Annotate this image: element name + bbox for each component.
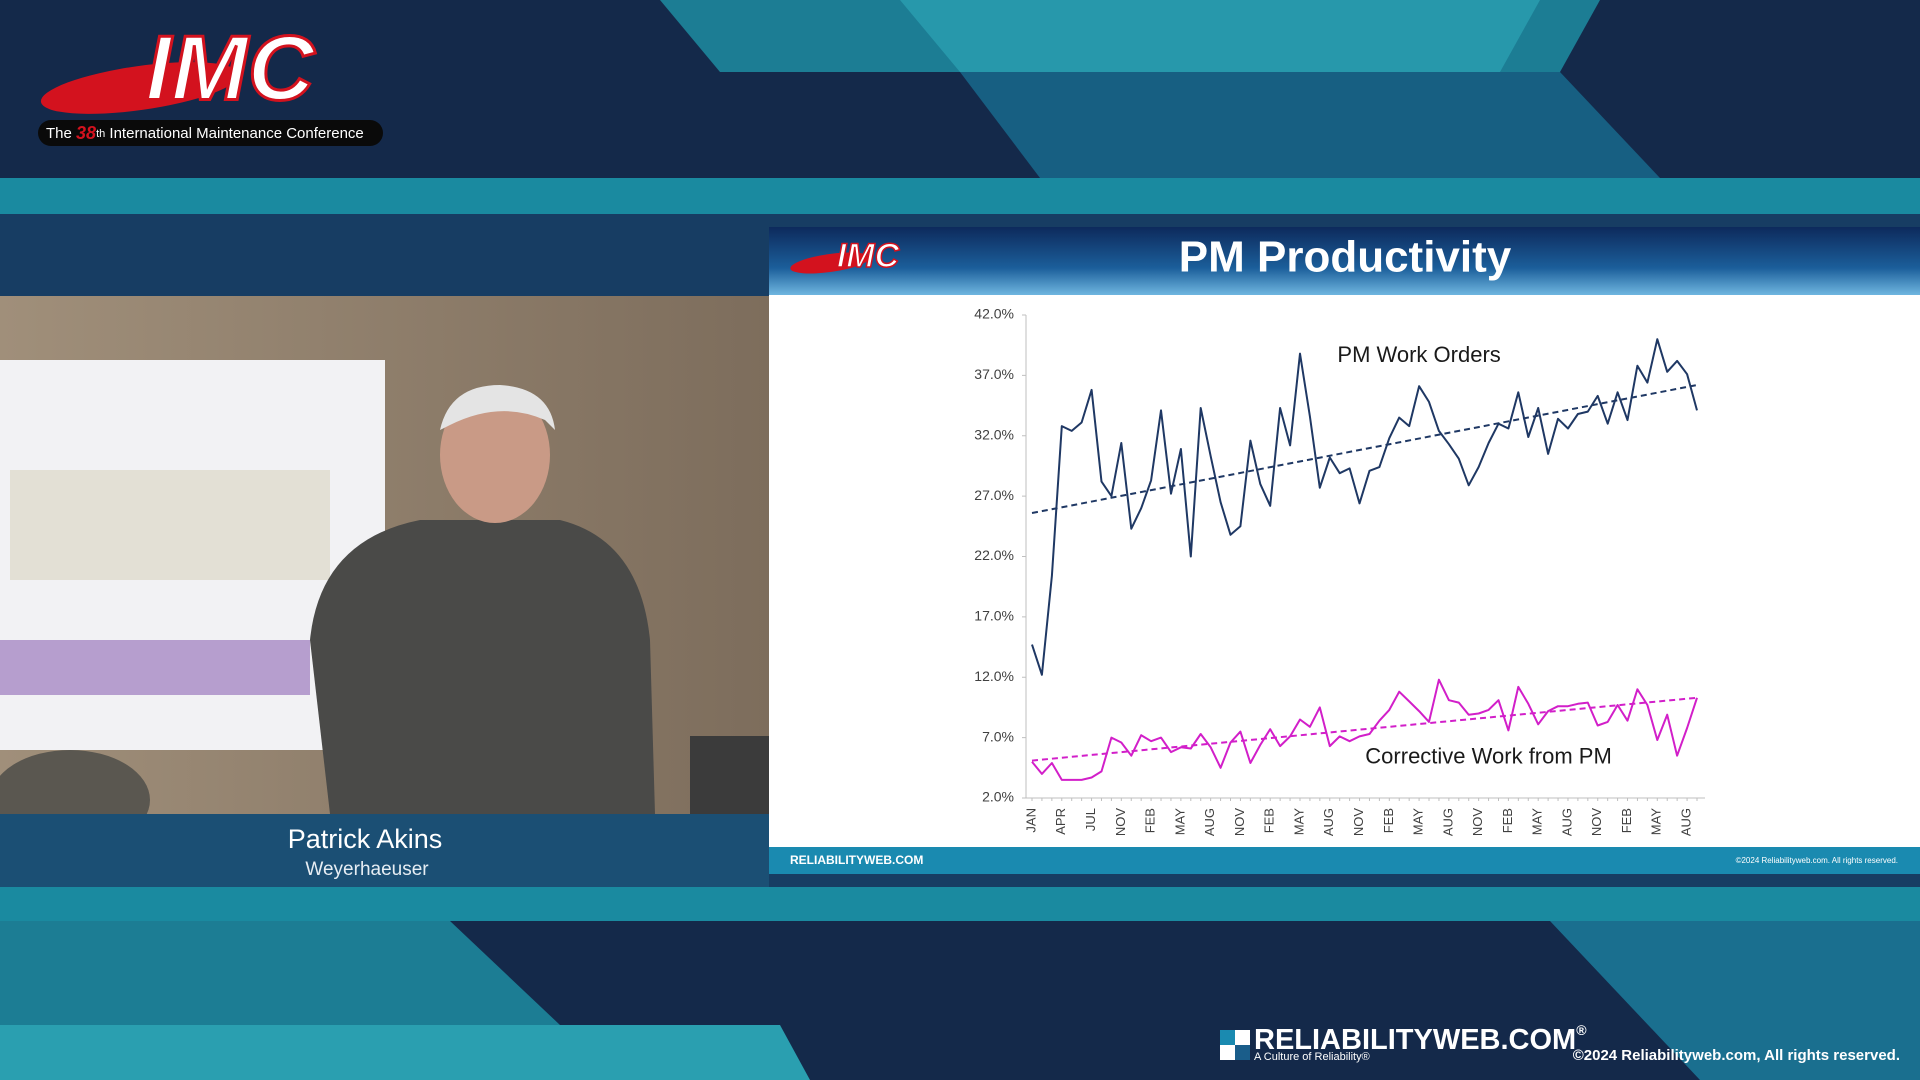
video-feed bbox=[0, 296, 769, 850]
x-tick-label: AUG bbox=[1440, 808, 1455, 836]
x-tick-label: MAY bbox=[1291, 808, 1306, 836]
y-tick-label: 12.0% bbox=[974, 668, 1014, 684]
y-tick-label: 42.0% bbox=[974, 306, 1014, 322]
series-line bbox=[1031, 678, 1698, 781]
x-tick-label: FEB bbox=[1262, 808, 1277, 833]
slide-background bbox=[769, 227, 1920, 874]
tagline: International Maintenance Conference bbox=[109, 125, 363, 142]
footer-brand-reg: ® bbox=[1576, 1022, 1587, 1038]
trend-line bbox=[1031, 384, 1698, 515]
series-label: PM Work Orders bbox=[1337, 342, 1500, 367]
x-tick-label: AUG bbox=[1202, 808, 1217, 836]
y-tick-label: 22.0% bbox=[974, 547, 1014, 563]
podium bbox=[690, 736, 769, 814]
edition: 38 bbox=[76, 123, 96, 143]
x-tick-label: FEB bbox=[1143, 808, 1158, 833]
x-tick-label: MAY bbox=[1530, 808, 1545, 836]
logo-tagline: The 38th International Maintenance Confe… bbox=[46, 123, 364, 143]
slide-footer-brand: RELIABILITYWEB.COM bbox=[790, 853, 923, 867]
series-line bbox=[1031, 338, 1698, 676]
x-tick-label: AUG bbox=[1321, 808, 1336, 836]
x-tick-label: AUG bbox=[1559, 808, 1574, 836]
y-tick-label: 32.0% bbox=[974, 426, 1014, 442]
slide-logo-swoosh bbox=[790, 252, 870, 274]
logo-swoosh bbox=[40, 62, 240, 114]
slide-header bbox=[769, 227, 1920, 295]
series-label: Corrective Work from PM bbox=[1365, 744, 1612, 769]
x-tick-label: NOV bbox=[1232, 808, 1247, 837]
footer-copyright: ©2024 Reliabilityweb.com, All rights res… bbox=[1573, 1047, 1900, 1064]
bg-shape bbox=[1550, 921, 1920, 1080]
bg-shape bbox=[900, 0, 1540, 72]
conference-logo: IMC The 38th International Maintenance C… bbox=[38, 16, 383, 146]
bg-shape bbox=[0, 1025, 810, 1080]
x-tick-label: NOV bbox=[1113, 808, 1128, 837]
speaker-body bbox=[310, 520, 655, 814]
y-tick-label: 17.0% bbox=[974, 608, 1014, 624]
edition-suffix: th bbox=[96, 128, 105, 140]
speaker-head bbox=[440, 387, 550, 523]
bg-band bbox=[0, 178, 1920, 214]
footer-brand-name: RELIABILITYWEB.COM bbox=[1254, 1024, 1576, 1056]
speaker-hair bbox=[440, 385, 555, 430]
x-tick-label: MAY bbox=[1172, 808, 1187, 836]
footer-brand: RELIABILITYWEB.COM® bbox=[1254, 1022, 1587, 1056]
x-tick-label: APR bbox=[1053, 808, 1068, 835]
slide-footer bbox=[769, 847, 1920, 874]
tagline-prefix: The bbox=[46, 125, 72, 142]
poster-grid bbox=[10, 470, 330, 580]
x-tick-label: MAY bbox=[1411, 808, 1426, 836]
y-tick-label: 2.0% bbox=[982, 789, 1014, 805]
x-tick-label: NOV bbox=[1470, 808, 1485, 837]
bg-shape bbox=[0, 921, 560, 1025]
logo-text: IMC bbox=[146, 17, 316, 119]
poster-row bbox=[0, 640, 310, 695]
slide-footer-copyright: ©2024 Reliabilityweb.com. All rights res… bbox=[1736, 856, 1898, 865]
bg-band bbox=[0, 887, 1920, 921]
bg-shape bbox=[960, 72, 1660, 178]
speaker-company: Weyerhaeuser bbox=[305, 859, 429, 880]
chart: 2.0% 7.0% 12.0% 17.0% 22.0% 27.0% 32.0% 37.0% 42… bbox=[974, 306, 1705, 836]
slide-title: PM Productivity bbox=[1179, 233, 1512, 282]
x-tick-label: FEB bbox=[1619, 808, 1634, 833]
footer-motto: A Culture of Reliability® bbox=[1254, 1051, 1370, 1063]
x-tick-label: MAY bbox=[1649, 808, 1664, 836]
slide-logo: IMC bbox=[837, 237, 900, 275]
x-tick-label: JAN bbox=[1023, 808, 1038, 833]
x-tick-label: AUG bbox=[1679, 808, 1694, 836]
x-tick-label: FEB bbox=[1500, 808, 1515, 833]
speaker-name: Patrick Akins bbox=[288, 824, 443, 854]
x-tick-label: NOV bbox=[1351, 808, 1366, 837]
y-tick-label: 7.0% bbox=[982, 728, 1014, 744]
name-bar bbox=[0, 814, 769, 887]
brand-icon-part bbox=[1235, 1045, 1250, 1060]
logo-bar bbox=[38, 120, 383, 146]
trend-line bbox=[1031, 696, 1698, 762]
x-tick-label: FEB bbox=[1381, 808, 1396, 833]
x-tick-label: JUL bbox=[1083, 808, 1098, 831]
y-tick-label: 37.0% bbox=[974, 366, 1014, 382]
brand-icon-part bbox=[1220, 1030, 1235, 1045]
slide: IMC PM Productivity RELIABILITYWEB.COM ©… bbox=[769, 227, 1920, 874]
x-tick-label: NOV bbox=[1589, 808, 1604, 837]
y-tick-label: 27.0% bbox=[974, 487, 1014, 503]
